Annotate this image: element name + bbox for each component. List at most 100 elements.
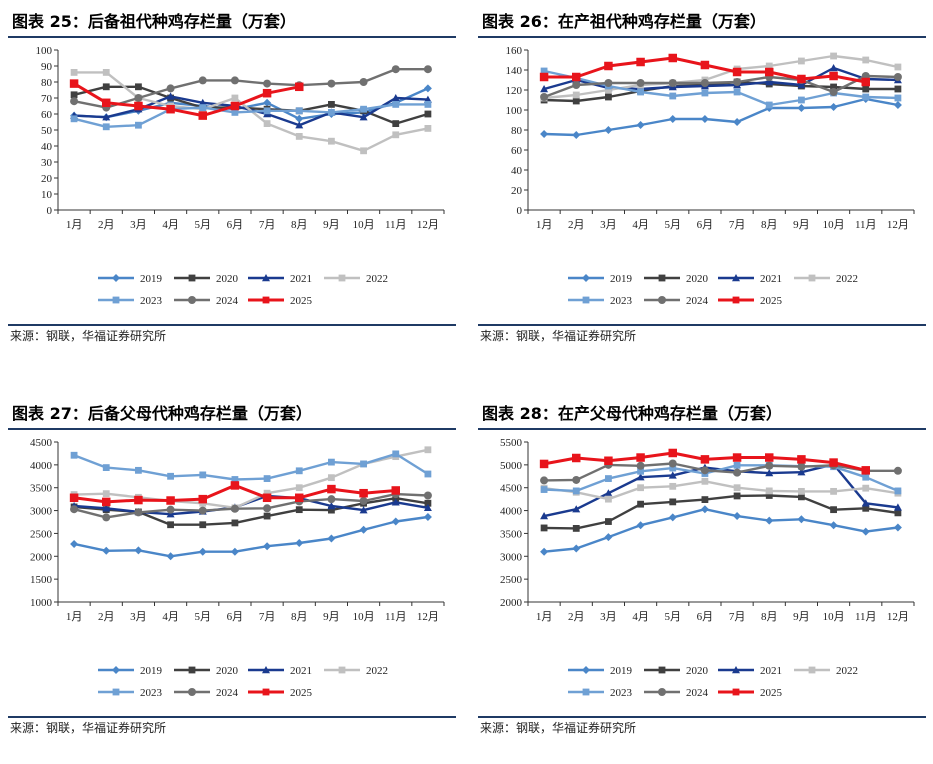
y-tick-label: 80 xyxy=(511,125,523,137)
data-point-2019 xyxy=(263,98,272,107)
chart-panel-26: 图表 26：在产祖代种鸡存栏量（万套） 0 20 40 60 80 100 120 140 16… xyxy=(478,2,933,372)
legend-label-2021: 2021 xyxy=(290,273,312,285)
y-tick-label: 4000 xyxy=(30,460,53,472)
x-tick-label: 3月 xyxy=(130,611,147,623)
x-tick-label: 11月 xyxy=(855,219,877,231)
x-tick-label: 10月 xyxy=(353,219,375,231)
data-point-2025 xyxy=(732,67,742,77)
data-point-2020 xyxy=(605,93,612,101)
x-tick-label: 3月 xyxy=(130,219,147,231)
data-point-2021 xyxy=(540,85,549,93)
data-point-2019 xyxy=(636,121,645,129)
data-point-2024 xyxy=(230,76,239,85)
source-note: 来源：钢联，华福证券研究所 xyxy=(10,329,167,343)
y-tick-label: 60 xyxy=(41,109,53,121)
x-tick-label: 12月 xyxy=(887,219,909,231)
y-tick-label: 4500 xyxy=(30,437,53,449)
data-point-2022 xyxy=(765,487,773,495)
y-tick-label: 5000 xyxy=(500,460,523,472)
legend-label-2019: 2019 xyxy=(610,665,633,677)
legend-marker-2019 xyxy=(112,666,120,674)
legend-label-2025: 2025 xyxy=(760,295,783,307)
data-point-2019 xyxy=(70,539,79,548)
data-point-2023 xyxy=(392,450,400,458)
y-tick-label: 3500 xyxy=(30,483,53,495)
data-point-2025 xyxy=(262,88,272,98)
legend-label-2023: 2023 xyxy=(140,687,163,699)
chart-title: 图表 25：后备祖代种鸡存栏量（万套） xyxy=(12,12,296,31)
y-tick-label: 4000 xyxy=(500,506,523,518)
data-point-2020 xyxy=(540,524,548,532)
data-point-2019 xyxy=(700,505,709,514)
legend-label-2019: 2019 xyxy=(140,665,163,677)
legend-marker-2023 xyxy=(112,688,120,696)
data-point-2024 xyxy=(540,93,549,101)
data-point-2019 xyxy=(700,115,709,123)
data-point-2019 xyxy=(102,546,111,555)
title-rule xyxy=(478,36,926,38)
data-point-2023 xyxy=(360,105,367,113)
y-tick-label: 0 xyxy=(47,205,53,217)
legend-marker-2021 xyxy=(262,666,270,674)
data-point-2023 xyxy=(263,107,271,115)
x-tick-label: 8月 xyxy=(761,611,778,623)
data-point-2025 xyxy=(861,77,870,87)
y-tick-label: 2000 xyxy=(30,551,53,563)
data-point-2020 xyxy=(572,97,580,105)
data-point-2025 xyxy=(539,459,549,469)
data-point-2023 xyxy=(295,107,303,115)
data-point-2020 xyxy=(798,493,805,501)
data-point-2023 xyxy=(637,88,644,96)
data-point-2024 xyxy=(70,97,79,106)
data-point-2020 xyxy=(231,519,239,527)
data-point-2020 xyxy=(102,83,110,91)
legend-label-2025: 2025 xyxy=(290,687,313,699)
data-point-2025 xyxy=(604,456,613,465)
series-line-2020 xyxy=(544,494,899,530)
data-point-2024 xyxy=(572,81,581,89)
data-point-2022 xyxy=(392,131,400,139)
data-point-2021 xyxy=(540,512,549,520)
legend-marker-2019 xyxy=(582,666,590,674)
y-tick-label: 1500 xyxy=(30,574,53,586)
data-point-2024 xyxy=(391,65,400,74)
data-point-2024 xyxy=(166,505,175,514)
data-point-2023 xyxy=(424,470,432,478)
data-point-2024 xyxy=(134,508,143,517)
data-point-2025 xyxy=(230,481,240,490)
source-note: 来源：钢联，华福证券研究所 xyxy=(10,721,167,735)
x-tick-label: 7月 xyxy=(259,219,276,231)
x-tick-label: 5月 xyxy=(665,219,682,231)
legend-marker-2022 xyxy=(808,666,816,674)
legend-label-2024: 2024 xyxy=(216,295,239,307)
series-line-2022 xyxy=(543,480,899,501)
data-point-2021 xyxy=(636,473,645,481)
y-tick-label: 20 xyxy=(511,185,523,197)
data-point-2022 xyxy=(295,484,303,492)
data-point-2025 xyxy=(829,458,838,467)
series-line-2022 xyxy=(543,54,899,100)
data-point-2025 xyxy=(198,494,207,504)
data-point-2025 xyxy=(572,453,581,463)
data-point-2022 xyxy=(263,489,271,497)
y-tick-label: 100 xyxy=(506,105,523,117)
data-point-2022 xyxy=(572,91,580,99)
data-point-2021 xyxy=(391,94,400,102)
x-tick-label: 3月 xyxy=(600,219,617,231)
data-point-2022 xyxy=(862,56,870,64)
data-point-2025 xyxy=(539,72,549,82)
data-point-2019 xyxy=(572,544,581,553)
data-point-2023 xyxy=(231,476,239,483)
title-rule xyxy=(8,428,456,430)
source-rule xyxy=(478,324,926,326)
data-point-2024 xyxy=(893,73,902,81)
data-point-2024 xyxy=(166,84,175,93)
data-point-2019 xyxy=(829,103,838,111)
data-point-2019 xyxy=(230,547,239,556)
x-tick-label: 9月 xyxy=(323,611,340,623)
y-tick-label: 3000 xyxy=(500,551,523,563)
data-point-2019 xyxy=(295,539,304,548)
x-tick-label: 9月 xyxy=(323,219,340,231)
y-tick-label: 80 xyxy=(41,77,53,89)
legend-label-2020: 2020 xyxy=(216,273,239,285)
